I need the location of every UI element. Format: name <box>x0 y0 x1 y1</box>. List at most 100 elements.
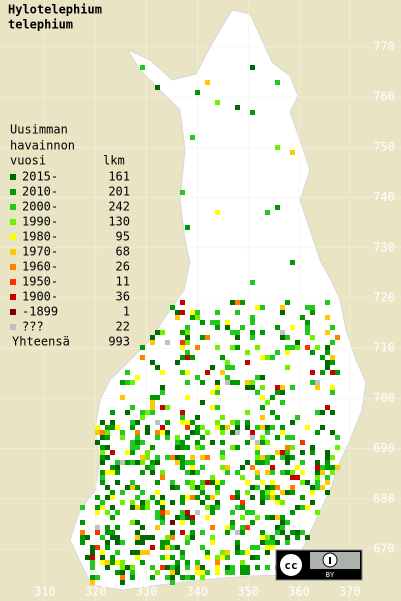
observation <box>145 465 150 470</box>
observation <box>185 445 190 450</box>
observation <box>270 540 275 545</box>
observation <box>285 535 290 540</box>
observation <box>255 390 260 395</box>
observation <box>255 460 260 465</box>
observation <box>205 495 210 500</box>
observation <box>115 510 120 515</box>
observation <box>210 320 215 325</box>
observation <box>95 495 100 500</box>
observation <box>180 530 185 535</box>
observation <box>180 345 185 350</box>
observation <box>270 395 275 400</box>
legend-swatch <box>10 309 16 315</box>
observation <box>215 480 220 485</box>
observation <box>225 530 230 535</box>
observation <box>315 345 320 350</box>
observation <box>195 445 200 450</box>
observation <box>170 570 175 575</box>
observation <box>225 425 230 430</box>
observation <box>110 530 115 535</box>
observation <box>175 435 180 440</box>
observation <box>190 135 195 140</box>
observation <box>250 495 255 500</box>
observation <box>105 445 110 450</box>
observation <box>330 360 335 365</box>
observation <box>235 550 240 555</box>
observation <box>285 470 290 475</box>
observation <box>120 580 125 585</box>
observation <box>210 505 215 510</box>
observation <box>285 455 290 460</box>
legend-header: Uusimman <box>10 123 68 137</box>
observation <box>255 565 260 570</box>
observation <box>210 475 215 480</box>
observation <box>205 80 210 85</box>
observation <box>200 490 205 495</box>
observation <box>130 505 135 510</box>
observation <box>220 355 225 360</box>
observation <box>315 460 320 465</box>
observation <box>335 370 340 375</box>
observation <box>140 410 145 415</box>
observation <box>195 430 200 435</box>
observation <box>270 410 275 415</box>
observation <box>170 580 175 585</box>
observation <box>330 470 335 475</box>
observation <box>115 460 120 465</box>
observation <box>225 320 230 325</box>
observation <box>100 445 105 450</box>
observation <box>200 570 205 575</box>
observation <box>335 445 340 450</box>
observation <box>190 470 195 475</box>
observation <box>325 455 330 460</box>
observation <box>240 475 245 480</box>
observation <box>105 525 110 530</box>
observation <box>295 340 300 345</box>
observation <box>275 385 280 390</box>
observation <box>330 390 335 395</box>
observation <box>135 440 140 445</box>
observation <box>310 450 315 455</box>
observation <box>290 485 295 490</box>
observation <box>120 490 125 495</box>
observation <box>105 540 110 545</box>
observation <box>115 425 120 430</box>
observation <box>140 490 145 495</box>
observation <box>280 530 285 535</box>
observation <box>135 460 140 465</box>
observation <box>265 470 270 475</box>
observation <box>260 330 265 335</box>
observation <box>140 540 145 545</box>
observation <box>315 430 320 435</box>
observation <box>290 150 295 155</box>
observation <box>260 425 265 430</box>
observation <box>285 450 290 455</box>
observation <box>200 575 205 580</box>
observation <box>240 570 245 575</box>
observation <box>330 340 335 345</box>
observation <box>180 515 185 520</box>
observation <box>185 420 190 425</box>
observation <box>130 405 135 410</box>
observation <box>95 430 100 435</box>
legend-label: 2010- <box>22 185 58 199</box>
observation <box>290 420 295 425</box>
legend-label: 1900- <box>22 290 58 304</box>
observation <box>160 540 165 545</box>
observation <box>155 365 160 370</box>
observation <box>115 540 120 545</box>
observation <box>260 535 265 540</box>
legend-header: vuosi <box>10 154 46 168</box>
observation <box>210 390 215 395</box>
observation <box>165 405 170 410</box>
observation <box>140 460 145 465</box>
observation <box>145 450 150 455</box>
observation <box>185 370 190 375</box>
observation <box>180 440 185 445</box>
observation <box>110 490 115 495</box>
observation <box>155 500 160 505</box>
observation <box>285 490 290 495</box>
observation <box>200 500 205 505</box>
observation <box>245 440 250 445</box>
